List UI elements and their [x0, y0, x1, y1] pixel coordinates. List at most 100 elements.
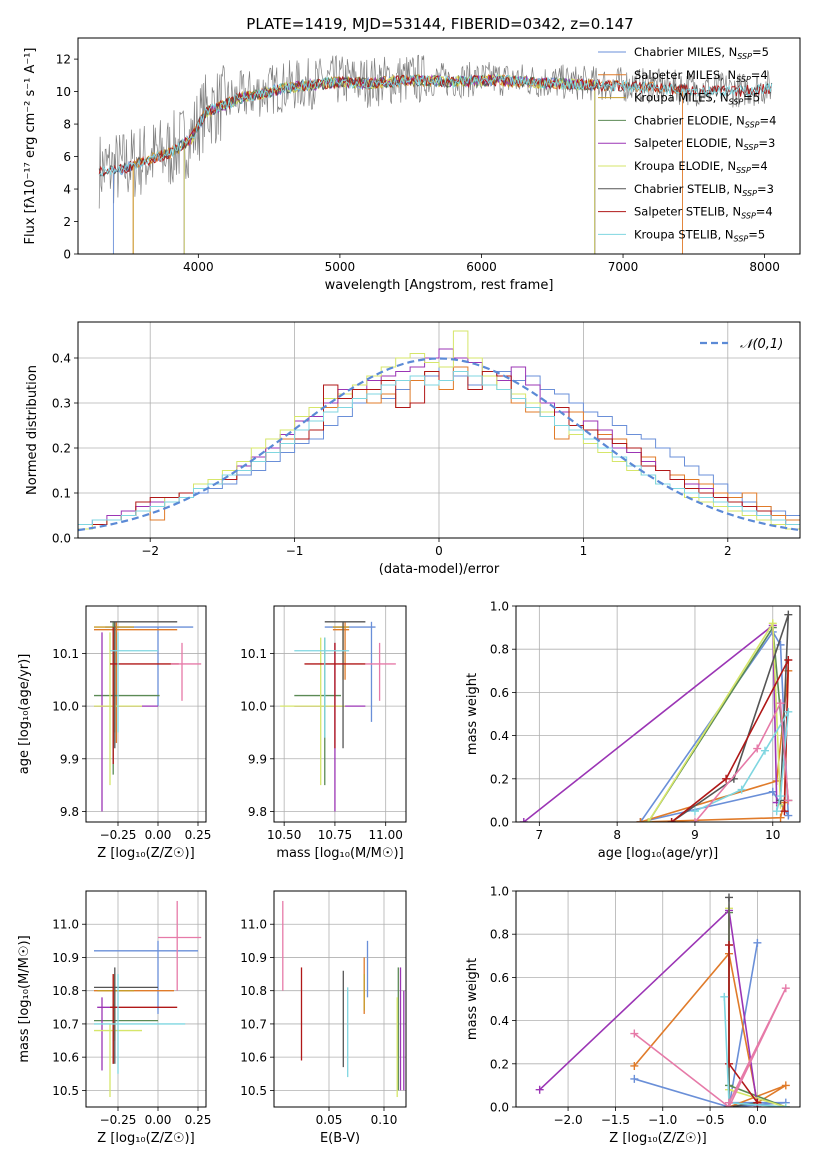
legend-entry: Chabrier MILES, NSSP=5 [634, 45, 769, 61]
x-tick-label: 10 [765, 828, 780, 842]
weight-marker [725, 893, 733, 902]
weight-marker [776, 699, 785, 708]
axes-frame [515, 890, 801, 1108]
y-tick-label: 0.4 [52, 352, 71, 366]
y-axis-label: Normed distribution [25, 365, 40, 495]
legend-entry: Salpeter STELIB, NSSP=4 [634, 205, 773, 221]
x-tick-label: 0 [435, 544, 443, 558]
y-tick-label: 10.1 [240, 647, 267, 661]
x-tick-label: 7000 [608, 260, 639, 274]
x-axis-label: age [log₁₀(age/yr)] [598, 846, 719, 861]
weight-marker [784, 796, 793, 805]
legend-entry: Kroupa MILES, NSSP=5 [634, 91, 760, 107]
y-tick-label: 10 [56, 85, 71, 99]
residuals-panel: −2 −1 0 1 2 0.0 0.1 0.2 0.3 0.4 (data-model)/error… [25, 321, 801, 577]
weight-vs-age-panel: 7 8 9 10 0.0 0.2 0.4 0.6 0.8 1.0 age [log₁₀(age/yr… [465, 600, 801, 861]
legend-entry: Salpeter MILES, NSSP=4 [634, 68, 768, 84]
x-axis-label: Z [log₁₀(Z/Z☉)] [97, 1131, 194, 1146]
axes-frame [273, 605, 407, 823]
y-tick-label: 0.2 [490, 1057, 509, 1071]
x-axis-label: Z [log₁₀(Z/Z☉)] [97, 846, 194, 861]
y-tick-label: 10.1 [52, 647, 79, 661]
y-axis-label: mass weight [465, 958, 480, 1040]
weight-marker [781, 1103, 790, 1107]
normal-curve [78, 357, 800, 532]
y-tick-label: 10.8 [240, 984, 267, 998]
x-tick-label: 1 [580, 544, 588, 558]
x-axis-label: mass [log₁₀(M/M☉)] [276, 846, 403, 861]
weight-marker [644, 818, 653, 822]
x-tick-label: 9 [691, 828, 699, 842]
y-tick-label: 10.5 [240, 1084, 267, 1098]
y-tick-label: 10.7 [52, 1017, 79, 1031]
y-tick-label: 12 [56, 53, 71, 67]
legend-entry: Kroupa STELIB, NSSP=5 [634, 227, 765, 243]
y-tick-label: 10.6 [240, 1051, 267, 1065]
residuals-plot-area [78, 330, 800, 532]
legend-entry: Kroupa ELODIE, NSSP=4 [634, 159, 768, 175]
weight-marker [630, 1029, 639, 1038]
age-vs-Z-plot-area [94, 621, 202, 812]
weight-vs-Z-panel: −2.0 −1.5 −1.0 −0.5 0.0 0.0 0.2 0.4 0.6 0.8 1.0 Z [… [465, 885, 801, 1146]
y-tick-label: 10.0 [240, 700, 267, 714]
weight-marker [768, 619, 777, 628]
x-tick-label: 4000 [183, 260, 214, 274]
x-tick-label: −1 [286, 544, 304, 558]
weight-marker [753, 744, 762, 753]
axes-frame [85, 890, 207, 1108]
y-tick-label: 0.1 [52, 487, 71, 501]
y-tick-label: 0.4 [490, 729, 509, 743]
weight-line-chabrier-miles [639, 630, 790, 822]
weight-marker [725, 1098, 733, 1107]
legend-entry: Salpeter ELODIE, NSSP=3 [634, 136, 775, 152]
x-tick-label: 5000 [325, 260, 356, 274]
weight-vs-age-plot-area [519, 610, 793, 822]
mass-vs-Z-panel: −0.25 0.00 0.25 10.5 10.6 10.7 10.8 10.9 11.0 Z [… [17, 890, 212, 1146]
axes-frame [85, 605, 207, 823]
y-tick-label: 0.6 [490, 971, 509, 985]
figure-title: PLATE=1419, MJD=53144, FIBERID=0342, z=0… [246, 15, 633, 33]
weight-line-pink [633, 987, 787, 1107]
weight-marker [720, 992, 729, 1001]
y-tick-label: 4 [63, 183, 71, 197]
weight-marker [753, 938, 762, 947]
mass-vs-EBV-panel: 0.05 0.10 10.5 10.6 10.7 10.8 10.9 11.0 E(B-V) [240, 890, 407, 1146]
x-tick-label: 8000 [749, 260, 780, 274]
y-tick-label: 9.8 [248, 805, 267, 819]
y-tick-label: 2 [63, 215, 71, 229]
y-tick-label: 11.0 [52, 918, 79, 932]
weight-vs-Z-plot-area [535, 893, 790, 1107]
weight-marker [784, 656, 793, 664]
legend-entry: Chabrier STELIB, NSSP=3 [634, 182, 774, 198]
age-vs-mass-plot-area [280, 621, 396, 812]
weight-marker [776, 792, 785, 801]
y-tick-label: 8 [63, 118, 71, 132]
y-tick-label: 0.0 [52, 532, 71, 546]
y-tick-label: 10.5 [52, 1084, 79, 1098]
x-tick-label: −2 [141, 544, 159, 558]
y-tick-label: 1.0 [490, 885, 509, 899]
x-tick-label: −0.25 [100, 828, 137, 842]
model-line-kroupa-stelib [99, 73, 773, 177]
weight-line-chabrier-stelib [671, 614, 790, 822]
x-tick-label: 0.10 [371, 1113, 398, 1127]
x-tick-label: −0.5 [695, 1113, 724, 1127]
y-tick-label: 0.0 [490, 1101, 509, 1115]
weight-marker [630, 1074, 639, 1083]
y-tick-label: 10.6 [52, 1051, 79, 1065]
axes-frame [273, 890, 407, 1108]
model-line-chabrier-stelib [98, 74, 773, 177]
legend-entry: 𝒩(0,1) [740, 337, 783, 352]
x-tick-label: 10.50 [267, 828, 301, 842]
y-tick-label: 0.6 [490, 686, 509, 700]
weight-marker [780, 807, 789, 816]
weight-marker [725, 941, 733, 949]
x-tick-label: 11.00 [369, 828, 403, 842]
y-tick-label: 0.8 [490, 643, 509, 657]
weight-marker [784, 811, 793, 820]
x-tick-label: 0.00 [145, 1113, 172, 1127]
y-tick-label: 10.9 [240, 951, 267, 965]
x-tick-label: 0.25 [185, 1113, 212, 1127]
y-tick-label: 0.3 [52, 397, 71, 411]
